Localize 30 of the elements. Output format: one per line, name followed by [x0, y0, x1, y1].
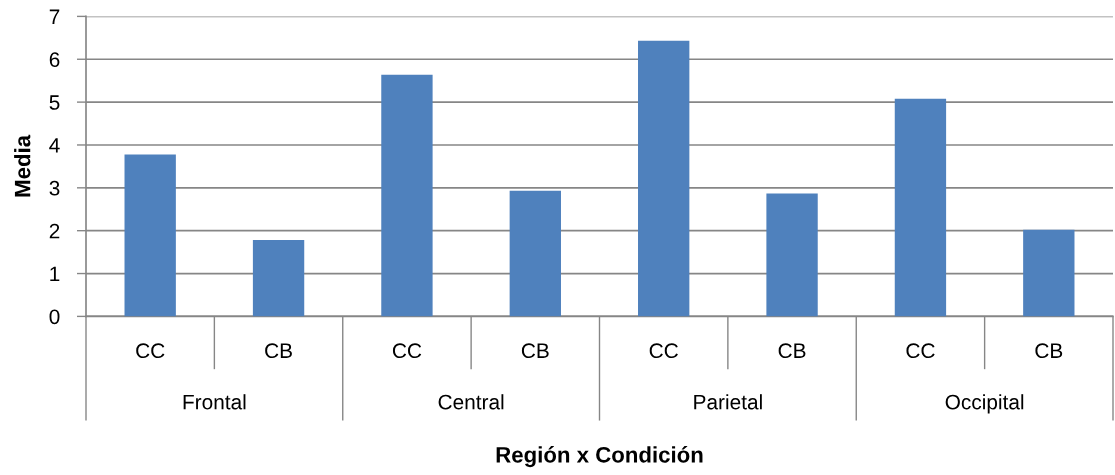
y-axis-title: Media: [14, 134, 31, 197]
y-tick-label: 0: [49, 309, 60, 325]
x-tick-label: CB: [1035, 343, 1063, 359]
bar: [124, 154, 176, 317]
y-tick-label: 1: [50, 266, 60, 282]
y-tick-label: 7: [49, 9, 60, 24]
x-tick-label: CB: [521, 343, 549, 359]
bar: [381, 74, 433, 317]
y-tick-label: 2: [49, 223, 60, 239]
text: Parietal: [694, 394, 762, 410]
x-tick-label: CB: [778, 343, 806, 359]
x-tick-label: CC: [649, 343, 678, 359]
bar: [1023, 229, 1075, 317]
x-axis-title: Región x Condición: [496, 446, 703, 468]
bar: [509, 190, 561, 317]
y-tick-label: 3: [49, 180, 60, 196]
x-tick-label: CC: [136, 343, 165, 359]
y-tick-label: 4: [49, 138, 60, 153]
y-tick-label: 5: [49, 95, 60, 110]
text: Occipital: [945, 394, 1024, 414]
text: Central: [438, 394, 504, 410]
x-tick-label: CC: [906, 343, 935, 359]
x-tick-label: CB: [265, 343, 292, 359]
bar: [766, 193, 818, 317]
bar: [252, 240, 305, 317]
y-tick-label: 6: [49, 52, 60, 68]
x-tick-label: CC: [392, 343, 422, 359]
bar: [894, 98, 947, 317]
bar: [638, 40, 690, 317]
text: Frontal: [183, 394, 246, 410]
